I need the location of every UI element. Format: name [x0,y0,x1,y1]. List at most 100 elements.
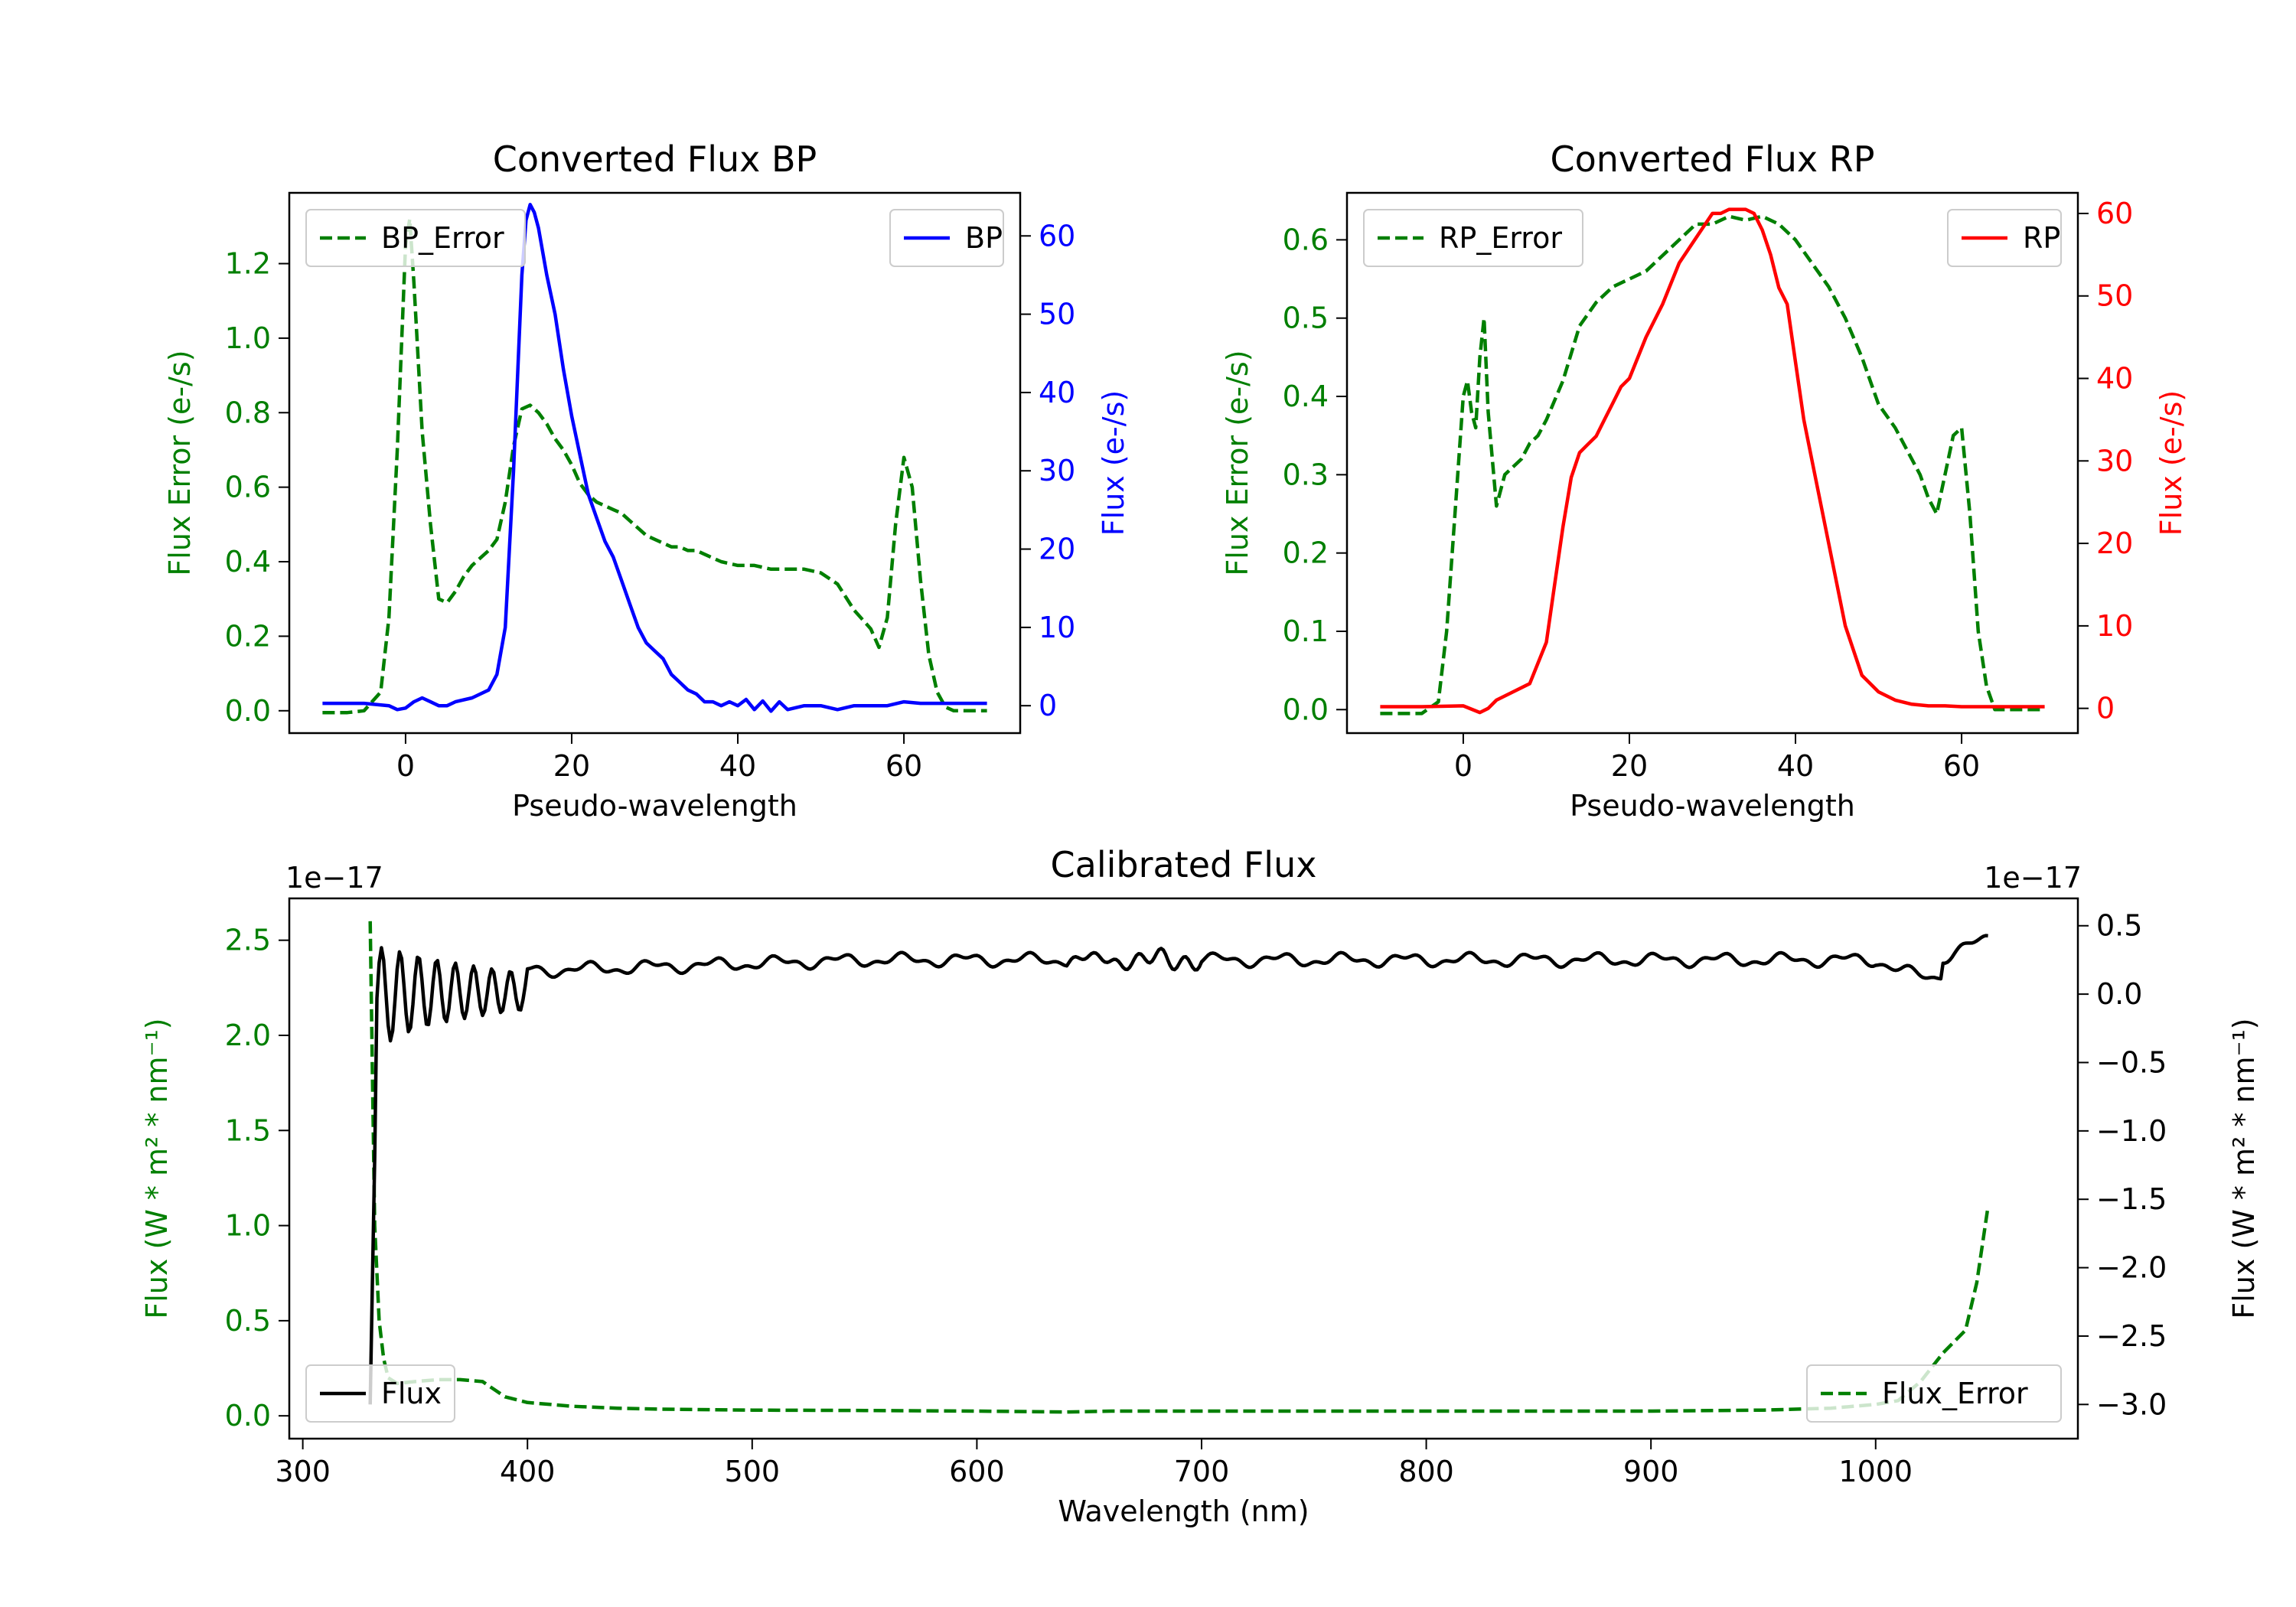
y-right-tick-label: 60 [1039,219,1075,253]
x-tick-label: 300 [275,1455,331,1488]
plot-frame [288,191,1022,735]
legend-bp: BP [889,209,1004,267]
y-right-tick-label: 0.5 [2096,909,2142,943]
x-tick-label: 20 [1611,749,1648,783]
y-right-axis-label: Flux (e-/s) [1097,390,1130,536]
legend-label: RP [2023,221,2060,255]
y-right-axis-label: Flux (W * m² * nm⁻¹) [2227,1018,2261,1319]
y-left-tick-label: 0.4 [1283,380,1329,413]
y-left-tick-label: 0.5 [1283,302,1329,335]
y-left-tick-label: 0.2 [1283,536,1329,570]
y-right-tick-label: 10 [1039,611,1075,644]
chart-rp: Converted Flux RP 0 20 40 60 Pseudo-wavelengt… [1221,139,2188,823]
y-left-tick-label: 0.0 [1283,693,1329,726]
y-right-tick-label: −2.0 [2096,1251,2167,1285]
legend-label: RP_Error [1439,221,1562,255]
y-right-tick-label: 0 [1039,689,1057,722]
y-right-tick-label: −3.0 [2096,1387,2167,1421]
x-tick-label: 900 [1623,1455,1679,1488]
y-left-tick-label: 1.0 [225,321,271,355]
legend-label: BP [965,221,1003,255]
legend-bp-error: BP_Error [305,209,526,267]
x-tick-label: 60 [885,749,922,783]
x-tick-label: 40 [719,749,756,783]
y-right-tick-label: 0.0 [2096,977,2142,1011]
y-right-tick-label: −0.5 [2096,1045,2167,1079]
x-axis-label: Pseudo-wavelength [512,789,797,823]
y-left-tick-label: 2.5 [225,924,271,957]
legend-flux: Flux [305,1364,455,1423]
x-tick-label: 700 [1174,1455,1230,1488]
x-tick-label: 0 [1454,749,1473,783]
x-tick-label: 1000 [1838,1455,1913,1488]
legend-rp: RP [1947,209,2062,267]
y-left-tick-label: 1.2 [225,247,271,281]
series-line-rp [1380,207,2045,715]
y-left-tick-label: 0.3 [1283,458,1329,491]
y-left-axis-label: Flux Error (e-/s) [163,350,197,575]
y-right-tick-label: −1.5 [2096,1182,2167,1216]
y-left-axis-label: Flux (W * m² * nm⁻¹) [140,1018,174,1319]
y-right-tick-label: −2.5 [2096,1319,2167,1353]
legend-box [305,209,526,267]
y-left-tick-label: 0.4 [225,545,271,579]
y-left-tick-label: 0.6 [1283,223,1329,256]
y-right-tick-label: 30 [1039,454,1075,487]
y-left-tick-label: 1.5 [225,1113,271,1147]
legend-flux-error: Flux_Error [1806,1364,2062,1423]
series-line-bp-error [322,217,987,715]
y-left-tick-label: 2.0 [225,1019,271,1052]
chart-title: Converted Flux RP [1551,139,1875,180]
x-tick-label: 500 [725,1455,781,1488]
chart-calibrated: Calibrated Flux 300 400 500 600 700 800 900 1000… [140,844,2261,1528]
legend-box [305,1364,455,1423]
y-right-axis-label: Flux (e-/s) [2154,390,2188,536]
chart-title: Calibrated Flux [1051,844,1317,885]
chart-title: Converted Flux BP [493,139,817,180]
y-right-tick-label: 40 [2096,362,2133,396]
y-right-tick-label: 10 [2096,609,2133,643]
y-left-tick-label: 0.1 [1283,614,1329,648]
x-tick-label: 600 [949,1455,1005,1488]
y-right-tick-label: 50 [1039,298,1075,331]
legend-box [1806,1364,2062,1423]
y-right-tick-label: 30 [2096,444,2133,478]
x-tick-label: 800 [1398,1455,1454,1488]
series-group [322,203,987,715]
x-axis-label: Pseudo-wavelength [1570,789,1855,823]
y-right-tick-label: 50 [2096,279,2133,313]
y-left-tick-label: 0.5 [225,1304,271,1338]
x-tick-label: 0 [396,749,415,783]
y-right-tick-label: 40 [1039,376,1075,409]
y-right-tick-label: 0 [2096,692,2115,725]
y-left-tick-label: 0.0 [225,1399,271,1433]
offset-left: 1e−17 [285,861,383,895]
y-left-tick-label: 0.6 [225,471,271,504]
legend-rp-error: RP_Error [1363,209,1583,267]
legend-label: BP_Error [381,221,504,255]
legend-label: Flux_Error [1882,1377,2028,1410]
chart-bp: Converted Flux BP 0 20 40 60 Pseudo-wavelengt… [163,139,1130,823]
y-right-tick-label: −1.0 [2096,1114,2167,1148]
x-tick-label: 60 [1943,749,1980,783]
legend-label: Flux [381,1377,442,1410]
series-line-rp-error [1380,214,2045,715]
y-left-tick-label: 0.2 [225,619,271,653]
x-tick-label: 40 [1777,749,1814,783]
y-left-tick-label: 0.0 [225,694,271,728]
plot-frame [288,897,2079,1440]
series-line-flux [368,934,1988,1405]
series-group [1380,207,2045,715]
y-left-axis-label: Flux Error (e-/s) [1221,350,1254,575]
series-line-bp [322,203,987,713]
plot-frame [1345,191,2079,735]
y-right-tick-label: 20 [2096,526,2133,560]
y-left-tick-label: 1.0 [225,1209,271,1243]
offset-right: 1e−17 [1984,861,2082,895]
legend-box [1363,209,1583,267]
x-tick-label: 400 [500,1455,556,1488]
y-right-tick-label: 60 [2096,197,2133,230]
y-left-tick-label: 0.8 [225,396,271,429]
